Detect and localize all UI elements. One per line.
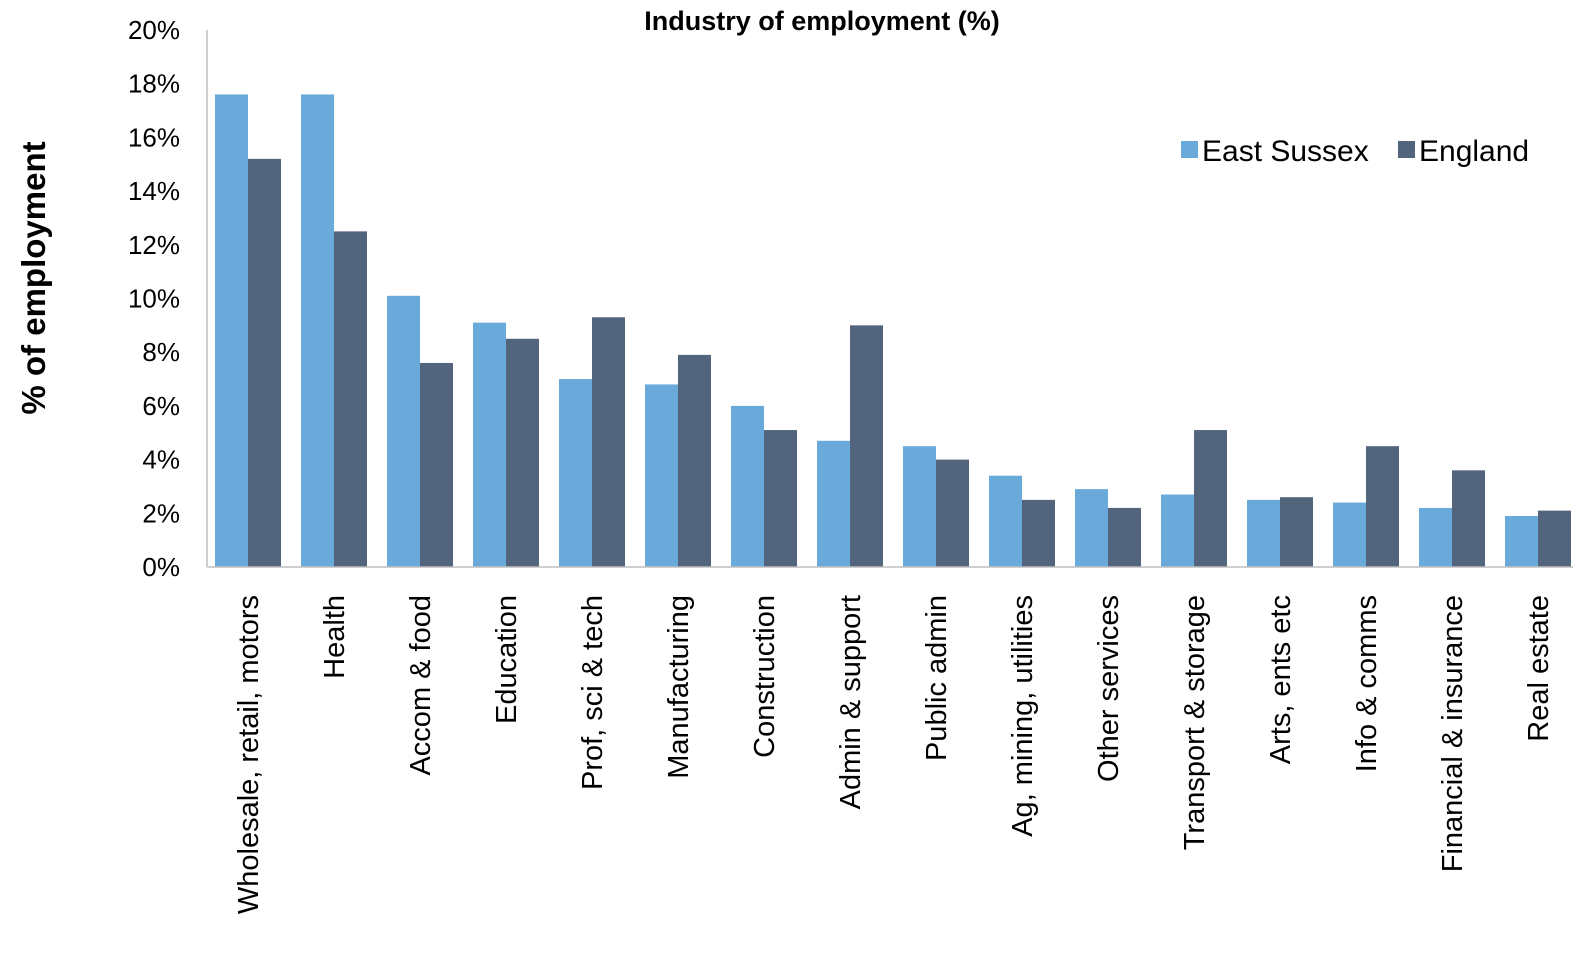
bar-england [1108,507,1141,567]
bar-east-sussex [1419,507,1452,567]
y-tick-label: 8% [142,337,180,367]
bar-east-sussex [1161,494,1194,567]
bar-england [1538,510,1571,567]
legend-label: East Sussex [1202,135,1369,168]
x-tick-label: Manufacturing [663,595,695,779]
x-tick-label: Ag, mining, utilities [1007,595,1039,837]
x-axis: Wholesale, retail, motors Health Accom & f… [233,595,1555,914]
x-tick-label: Health [319,595,351,679]
x-tick-label: Construction [749,595,781,758]
bar-east-sussex [989,475,1022,567]
x-tick-label: Admin & support [835,595,867,809]
bars [215,94,1571,567]
bar-england [1280,497,1313,567]
bar-east-sussex [1333,502,1366,567]
y-tick-label: 12% [128,230,180,260]
bar-england [1452,470,1485,567]
bar-england [248,158,281,567]
y-axis: 0% 2% 4% 6% 8% 10% 12% 14% 16% 18% 20% [128,15,180,582]
x-tick-label: Wholesale, retail, motors [233,595,265,914]
legend-label: England [1419,135,1529,168]
bar-england [678,354,711,567]
y-tick-label: 10% [128,284,180,314]
bar-england [592,317,625,567]
bar-england [1194,430,1227,567]
x-tick-label: Accom & food [405,595,437,776]
bar-england [506,338,539,567]
y-tick-label: 14% [128,176,180,206]
bar-east-sussex [387,295,420,567]
y-tick-label: 4% [142,445,180,475]
y-tick-label: 0% [142,552,180,582]
bar-east-sussex [473,322,506,567]
bar-east-sussex [903,446,936,567]
x-tick-label: Public admin [921,595,953,761]
x-tick-label: Other services [1093,595,1125,782]
y-tick-label: 2% [142,498,180,528]
x-tick-label: Info & comms [1351,595,1383,772]
axes [206,30,1573,568]
y-tick-label: 16% [128,122,180,152]
y-axis-label: % of employment [15,141,52,414]
bar-east-sussex [817,440,850,567]
y-tick-label: 6% [142,391,180,421]
bar-east-sussex [1075,489,1108,567]
legend-swatch [1398,141,1415,158]
bar-east-sussex [559,379,592,567]
bar-england [334,231,367,567]
bar-england [420,362,453,567]
bar-east-sussex [731,405,764,567]
bar-east-sussex [215,94,248,567]
x-tick-label: Prof, sci & tech [577,595,609,790]
bar-england [936,459,969,567]
bar-england [764,430,797,567]
bar-england [1022,499,1055,567]
x-tick-label: Education [491,595,523,724]
x-tick-label: Transport & storage [1179,595,1211,850]
bar-east-sussex [645,384,678,567]
bar-england [850,325,883,567]
x-tick-label: Real estate [1523,595,1555,742]
bar-east-sussex [1247,499,1280,567]
y-tick-label: 18% [128,69,180,99]
legend: East Sussex England [1181,135,1529,168]
chart-title: Industry of employment (%) [644,6,1000,36]
legend-swatch [1181,141,1198,158]
x-tick-label: Arts, ents etc [1265,595,1297,764]
bar-east-sussex [1505,515,1538,567]
bar-england [1366,446,1399,567]
y-tick-label: 20% [128,15,180,45]
bar-east-sussex [301,94,334,567]
x-tick-label: Financial & insurance [1437,595,1469,872]
